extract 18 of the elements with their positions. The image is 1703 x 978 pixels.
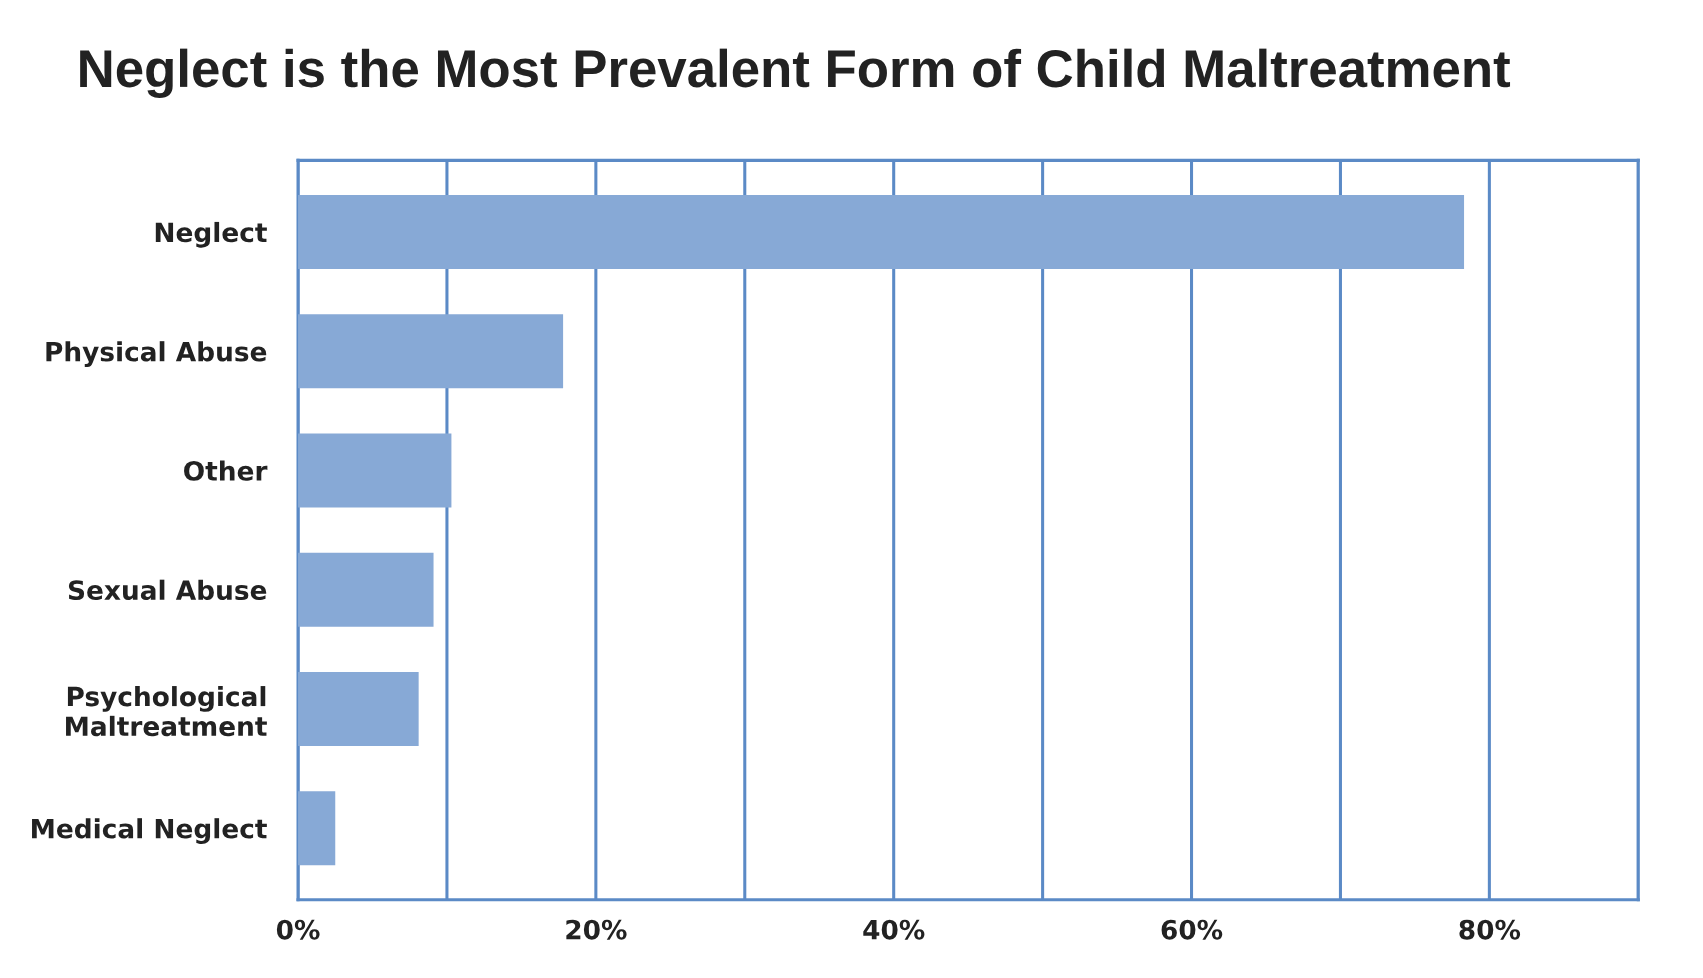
bar — [298, 433, 452, 508]
y-tick-label: Other — [184, 460, 268, 481]
bar — [298, 791, 336, 866]
chart-title: Neglect is the Most Prevalent Form of Child Maltreatment — [80, 48, 1511, 99]
y-tick-label: Psychological Maltreatment — [66, 686, 267, 737]
y-tick-label: Sexual Abuse — [68, 579, 267, 601]
x-tick-label: 60% — [1161, 919, 1223, 940]
bar — [298, 194, 1465, 269]
bar — [298, 552, 434, 627]
x-tick-label: 40% — [863, 919, 925, 940]
y-tick-label: Medical Neglect — [32, 818, 267, 844]
x-tick-label: 80% — [1459, 919, 1521, 940]
y-tick-label: Neglect — [155, 221, 267, 248]
x-tick-label: 20% — [566, 919, 627, 940]
bar — [298, 671, 419, 746]
x-tick-label: 0% — [276, 919, 320, 940]
y-tick-label: Physical Abuse — [46, 341, 267, 367]
bar — [298, 314, 564, 389]
